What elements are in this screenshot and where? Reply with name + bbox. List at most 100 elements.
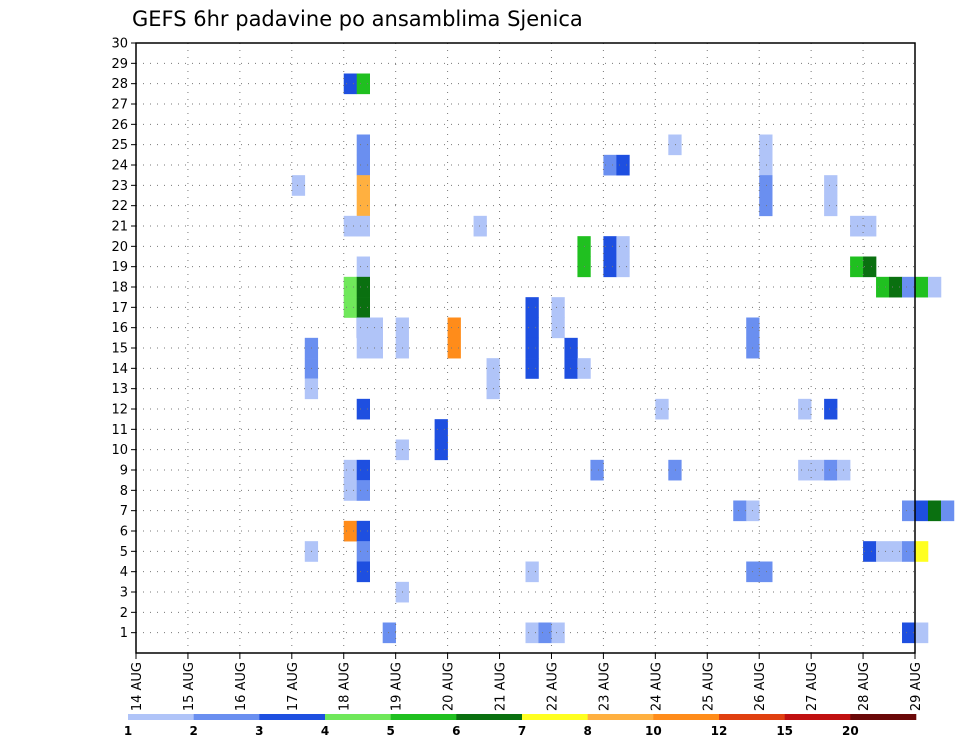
precip-cell [343,276,358,298]
precip-cell [525,337,539,359]
y-tick-label: 11 [111,423,128,438]
precip-cell [356,276,370,298]
y-tick-label: 3 [120,586,128,601]
x-tick-label: 28 AUG [857,662,872,711]
colorbar-label: 20 [842,724,859,738]
y-tick-label: 13 [111,382,128,397]
precip-cell [915,541,929,562]
colorbar-swatch [719,714,785,720]
colorbar-label: 4 [321,724,329,738]
precip-cell [603,154,617,176]
precip-cell [603,256,617,278]
precip-cell [927,500,942,522]
colorbar-label: 7 [518,724,526,738]
x-tick-label: 29 AUG [909,662,924,711]
y-tick-label: 7 [120,504,128,519]
precip-cell [940,500,955,522]
colorbar-label: 1 [124,724,132,738]
precip-cell [356,297,370,318]
y-axis: 1234567891011121314151617181920212223242… [111,37,136,641]
precip-cell [616,256,630,278]
x-tick-label: 24 AUG [649,662,664,711]
colorbar-label: 6 [452,724,460,738]
precip-cell [356,256,370,278]
precip-cell [525,561,539,583]
colorbar-swatch [522,714,588,720]
precip-cell [434,439,448,461]
y-tick-label: 9 [120,464,128,479]
precip-cell [564,358,578,379]
precip-cell [824,175,838,196]
precip-cell [447,337,461,359]
precip-cell [525,622,539,644]
precip-cell [356,480,370,501]
precip-cell [863,541,877,562]
precip-cell [915,500,929,522]
y-tick-label: 23 [111,179,128,194]
y-tick-label: 19 [111,260,128,275]
y-tick-label: 4 [120,565,128,580]
y-tick-label: 5 [120,545,128,560]
y-tick-label: 21 [111,220,128,235]
precip-cell [902,622,916,644]
y-tick-label: 17 [111,301,128,316]
precip-cell [616,236,630,257]
precip-cell [434,419,448,440]
colorbar-label: 5 [386,724,394,738]
x-tick-label: 15 AUG [182,662,197,711]
precip-cell [369,317,383,339]
precip-cell [473,215,487,237]
y-tick-label: 14 [111,362,128,377]
precip-cell [759,561,773,583]
precip-cell [876,276,890,298]
y-tick-label: 10 [111,443,128,458]
precip-cell [356,175,370,196]
colorbar-label: 8 [583,724,591,738]
precip-cell [590,459,604,481]
x-tick-label: 18 AUG [338,662,353,711]
precip-cell [525,297,539,318]
precip-cell [551,317,565,339]
y-tick-label: 6 [120,525,128,540]
colorbar-swatch [850,714,917,720]
precip-cell [356,561,370,583]
y-tick-label: 8 [120,484,128,499]
precip-cell [564,337,578,359]
precip-cell [759,175,773,196]
colorbar-label: 3 [255,724,263,738]
precip-cell [525,317,539,339]
y-tick-label: 24 [111,159,128,174]
precip-cell [356,215,370,237]
precip-cell [616,154,630,176]
x-tick-label: 26 AUG [753,662,768,711]
precip-cell [798,459,812,481]
precip-cell [356,134,370,156]
precip-cell [343,73,358,95]
precip-cell [356,398,370,420]
y-tick-label: 1 [120,626,128,641]
precip-cell [850,215,864,237]
precip-cell [668,134,682,156]
precip-cell [733,500,747,522]
precip-cell [551,297,565,318]
precip-cell [369,337,383,359]
colorbar-swatch [259,714,326,720]
precip-cell [538,622,552,644]
precip-cell [668,459,682,481]
colorbar-swatch [653,714,720,720]
precip-cell [356,195,370,217]
x-tick-label: 16 AUG [234,662,249,711]
precip-cell [915,276,929,298]
colorbar-label: 12 [711,724,728,738]
y-tick-label: 20 [111,240,128,255]
precip-cell [343,480,358,501]
precip-cell [824,398,838,420]
colorbar-swatch [456,714,523,720]
precip-cell [889,276,903,298]
x-tick-label: 22 AUG [545,662,560,711]
precip-cell [811,459,825,481]
y-tick-label: 2 [120,606,128,621]
y-tick-label: 22 [111,199,128,214]
y-tick-label: 18 [111,281,128,296]
precip-cell [863,256,877,278]
